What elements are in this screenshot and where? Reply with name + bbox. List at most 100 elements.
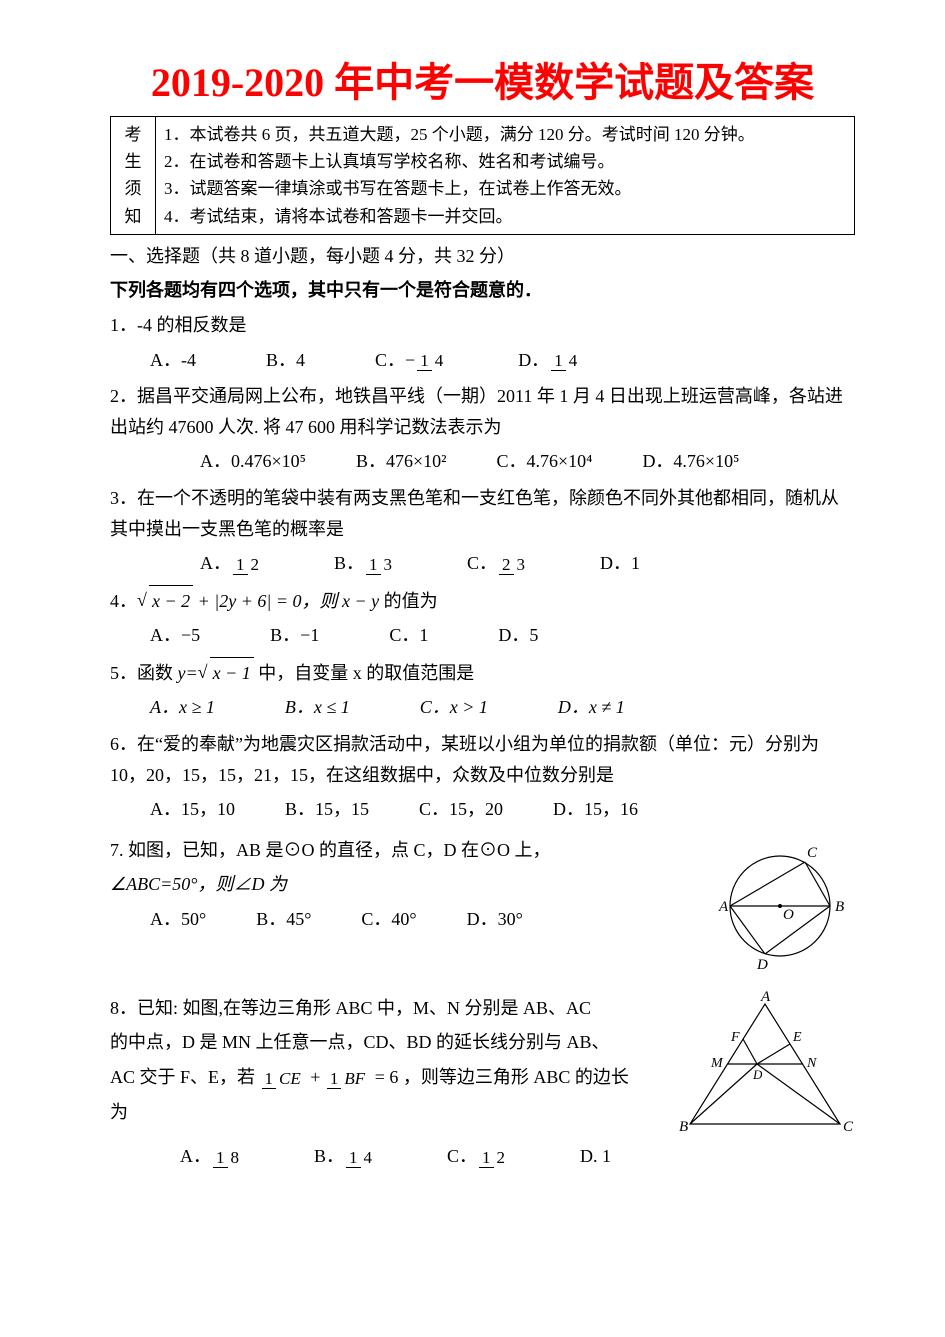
q3-opt-b: B．13 xyxy=(334,548,397,579)
q7-row: 7. 如图，已知，AB 是⊙O 的直径，点 C，D 在⊙O 上， ∠ABC=50… xyxy=(110,831,855,971)
q7-opt-c: C．40° xyxy=(361,904,416,935)
sqrt-icon: x − 2 xyxy=(137,585,193,617)
q4-pre: 4． xyxy=(110,591,137,611)
frac-num: 1 xyxy=(346,1148,361,1168)
q7-opt-b: B．45° xyxy=(256,904,311,935)
frac-num: 1 xyxy=(551,351,566,371)
instructions-table: 考生须知 1．本试卷共 6 页，共五道大题，25 个小题，满分 120 分。考试… xyxy=(110,116,855,235)
frac-den: 4 xyxy=(361,1148,376,1167)
q8-row: 8．已知: 如图,在等边三角形 ABC 中，M、N 分别是 AB、AC 的中点，… xyxy=(110,989,855,1139)
radicand: x − 1 xyxy=(210,657,254,689)
fraction: 14 xyxy=(551,352,580,370)
q3-stem: 3．在一个不透明的笔袋中装有两支黑色笔和一支红色笔，除颜色不同外其他都相同，随机… xyxy=(110,483,855,544)
instructions-body: 1．本试卷共 6 页，共五道大题，25 个小题，满分 120 分。考试时间 12… xyxy=(156,117,855,235)
fraction: 1CE xyxy=(262,1070,304,1088)
frac-den: BF xyxy=(341,1069,368,1088)
fraction: 14 xyxy=(346,1149,375,1167)
fraction: 14 xyxy=(417,352,446,370)
opt-label: D． xyxy=(518,350,549,370)
plus: + xyxy=(306,1067,325,1087)
fraction: 12 xyxy=(479,1149,508,1167)
frac-num: 1 xyxy=(479,1148,494,1168)
frac-den: 2 xyxy=(494,1148,509,1167)
q6-opt-c: C．15，20 xyxy=(419,794,503,825)
frac-num: 1 xyxy=(262,1069,277,1089)
q2-opt-a: A．0.476×10⁵ xyxy=(200,446,306,477)
q4-mid: + |2y + 6| = 0，则 xyxy=(193,591,342,611)
label-e: E xyxy=(792,1030,802,1045)
q2-options: A．0.476×10⁵ B．476×10² C．4.76×10⁴ D．4.76×… xyxy=(200,446,855,477)
q8-eq: = 6 ，则等边三角形 ABC 的边长 xyxy=(370,1067,629,1087)
opt-label: C． xyxy=(467,553,497,573)
exam-page: 2019-2020 年中考一模数学试题及答案 考生须知 1．本试卷共 6 页，共… xyxy=(0,0,945,1217)
neg-sign: − xyxy=(405,350,415,370)
instructions-label: 考生须知 xyxy=(111,117,156,235)
q5-opt-a: A．x ≥ 1 xyxy=(150,692,215,723)
sqrt-icon: x − 1 xyxy=(198,657,254,689)
q8-opt-d: D. 1 xyxy=(580,1141,611,1172)
q8-stem2: 的中点，D 是 MN 上任意一点，CD、BD 的延长线分别与 AB、 xyxy=(110,1027,665,1058)
q2-opt-d: D．4.76×10⁵ xyxy=(642,446,739,477)
q8-opt-c: C．12 xyxy=(447,1141,510,1172)
q4-opt-c: C．1 xyxy=(389,620,428,651)
q7-stem2: ∠ABC=50°，则∠D 为 xyxy=(110,869,695,900)
q7-opt-d: D．30° xyxy=(467,904,523,935)
frac-num: 1 xyxy=(366,555,381,575)
section-1-header: 一、选择题（共 8 道小题，每小题 4 分，共 32 分） xyxy=(110,241,855,272)
opt-label: A． xyxy=(200,553,231,573)
frac-num: 1 xyxy=(233,555,248,575)
fraction: 1BF xyxy=(327,1070,368,1088)
section-1-note: 下列各题均有四个选项，其中只有一个是符合题意的． xyxy=(110,275,855,306)
q1-opt-d: D．14 xyxy=(518,345,582,376)
q4-xy: x − y xyxy=(342,591,379,611)
frac-den: 4 xyxy=(566,351,581,370)
q7-figure: A B C D O xyxy=(705,831,855,971)
label-n: N xyxy=(806,1056,817,1071)
frac-den: 4 xyxy=(432,351,447,370)
q3-opt-c: C．23 xyxy=(467,548,530,579)
opt-label: B． xyxy=(334,553,364,573)
q8-text: 8．已知: 如图,在等边三角形 ABC 中，M、N 分别是 AB、AC 的中点，… xyxy=(110,989,665,1131)
q4-options: A．−5 B．−1 C．1 D．5 xyxy=(150,620,855,651)
radicand: x − 2 xyxy=(149,585,193,617)
frac-den: 3 xyxy=(514,555,529,574)
label-b: B xyxy=(679,1119,688,1135)
fraction: 13 xyxy=(366,556,395,574)
q5-stem: 5．函数 y= x − 1 中，自变量 x 的取值范围是 xyxy=(110,657,855,689)
label-a: A xyxy=(760,989,771,1005)
q1-opt-b: B．4 xyxy=(266,345,305,376)
triangle-diagram-icon: A B C M N D E F xyxy=(675,989,855,1139)
q1-opt-c: C．−14 xyxy=(375,345,448,376)
frac-num: 1 xyxy=(417,351,432,371)
q5-post: 中，自变量 x 的取值范围是 xyxy=(254,663,475,683)
opt-label: B． xyxy=(314,1146,344,1166)
q6-options: A．15，10 B．15，15 C．15，20 D．15，16 xyxy=(150,794,855,825)
instr-line: 1．本试卷共 6 页，共五道大题，25 个小题，满分 120 分。考试时间 12… xyxy=(164,121,846,148)
label-c: C xyxy=(843,1119,854,1135)
q4-opt-d: D．5 xyxy=(498,620,538,651)
q3-opt-a: A．12 xyxy=(200,548,264,579)
page-title: 2019-2020 年中考一模数学试题及答案 xyxy=(110,60,855,106)
q2-opt-b: B．476×10² xyxy=(356,446,447,477)
opt-label: C． xyxy=(447,1146,477,1166)
circle-diagram-icon: A B C D O xyxy=(705,831,855,971)
frac-den: 2 xyxy=(248,555,263,574)
q4-opt-b: B．−1 xyxy=(270,620,319,651)
q5-pre: 5．函数 xyxy=(110,663,178,683)
frac-num: 1 xyxy=(327,1069,342,1089)
q8-options: A．18 B．14 C．12 D. 1 xyxy=(180,1141,855,1172)
q7-opt-a: A．50° xyxy=(150,904,206,935)
label-m: M xyxy=(710,1056,724,1071)
q7-options: A．50° B．45° C．40° D．30° xyxy=(150,904,695,935)
q5-yeq: y= xyxy=(178,663,198,683)
fraction: 12 xyxy=(233,556,262,574)
q6-opt-d: D．15，16 xyxy=(553,794,638,825)
q8-opt-a: A．18 xyxy=(180,1141,244,1172)
q1-opt-a: A．-4 xyxy=(150,345,196,376)
q5-opt-b: B．x ≤ 1 xyxy=(285,692,350,723)
q3-options: A．12 B．13 C．23 D．1 xyxy=(200,548,855,579)
q5-opt-c: C．x > 1 xyxy=(420,692,488,723)
q3-opt-d: D．1 xyxy=(600,548,640,579)
q2-stem: 2．据昌平交通局网上公布，地铁昌平线（一期）2011 年 1 月 4 日出现上班… xyxy=(110,381,855,442)
q8-pre: AC 交于 F、E，若 xyxy=(110,1067,260,1087)
